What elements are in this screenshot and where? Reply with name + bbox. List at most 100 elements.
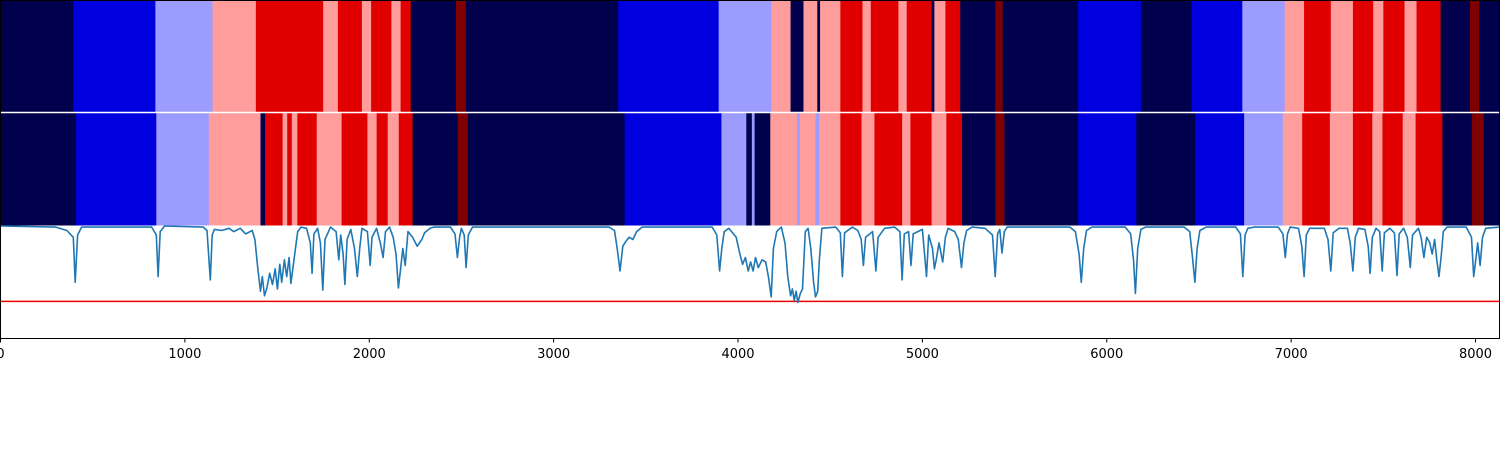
heatmap-cell [751,113,756,226]
heatmap-cell [455,0,467,112]
heatmap-cell [1469,0,1480,112]
heatmap-cell [618,0,720,112]
heatmap-cell [260,113,266,226]
heatmap-cell [1352,0,1374,112]
heatmap-cell [771,0,791,112]
heatmap-cell [376,113,389,226]
heatmap-cell [1284,0,1305,112]
heatmap-cell [337,0,363,112]
heatmap-cell [156,113,210,226]
heatmap-cell [410,0,457,112]
x-tick-label: 8000 [1459,347,1492,362]
heatmap-cell [391,0,402,112]
heatmap-cell [0,113,77,226]
x-tick-label: 6000 [1090,347,1123,362]
heatmap-cell [962,113,996,226]
heatmap-cell [367,113,378,226]
heatmap-cell [840,0,863,112]
heatmap-cell [155,0,213,112]
heatmap-cell [387,113,400,226]
heatmap-cell [1191,0,1243,112]
heatmap-cell [874,113,903,226]
heatmap-cell [1195,113,1245,226]
heatmap-cell [297,113,318,226]
heatmap-cell [790,0,804,112]
heatmap-cell [902,113,911,226]
series-line [0,225,1500,304]
heatmap-cell [906,0,933,112]
heatmap-cell [1002,0,1079,112]
heatmap-cell [1140,0,1192,112]
heatmap-cell [1329,113,1354,226]
heatmap-cell [870,0,899,112]
x-axis: 0 1000 2000 3000 4000 5000 6000 7000 8000 [0,338,1492,362]
heatmap-cell [797,113,801,226]
heatmap-cell [1244,113,1284,226]
heatmap-cell [1304,0,1332,112]
heatmap-cell [467,113,626,226]
heatmap-cell [1373,0,1384,112]
heatmap-cell [316,113,343,226]
heatmap-cell [466,0,619,112]
heatmap-cell [323,0,339,112]
heatmap-cell [212,0,257,112]
line-panel [0,225,1500,304]
heatmap-cell [803,0,818,112]
heatmap-cell [1004,113,1079,226]
heatmap-cell [898,0,908,112]
heatmap-cell [624,113,722,226]
heatmap-cell [412,113,459,226]
heatmap-cell [1440,0,1471,112]
heatmap-cell [1282,113,1303,226]
heatmap-cell [910,113,933,226]
heatmap-cell [1415,113,1443,226]
heatmap-cell [76,113,157,226]
heatmap-cell [1136,113,1196,226]
heatmap-cell [754,113,771,226]
x-tick-label: 4000 [721,347,754,362]
heatmap-track [0,113,1500,226]
heatmap-cell [371,0,392,112]
heatmap-cell [934,0,946,112]
heatmap-cell [73,0,156,112]
heatmap-cell [721,113,747,226]
heatmap-cell [946,113,963,226]
heatmap-cell [820,0,841,112]
heatmap-cell [945,0,961,112]
heatmap-cell [0,0,74,112]
x-tick-label: 0 [0,347,5,362]
heatmap-cell [1242,0,1286,112]
heatmap-cell [861,113,875,226]
x-tick-label: 5000 [906,347,939,362]
heatmap-cell [282,113,288,226]
heatmap-cell [799,113,816,226]
heatmap-cell [1078,0,1142,112]
heatmap-cell [815,113,820,226]
heatmap-cell [1352,113,1373,226]
heatmap-cell [995,113,1005,226]
heatmap-cell [457,113,469,226]
heatmap-cell [862,0,872,112]
heatmap-cell [1078,113,1137,226]
heatmap-cell [1372,113,1383,226]
x-tick-label: 3000 [537,347,570,362]
x-tick-label: 7000 [1275,347,1308,362]
heatmap-cell [960,0,996,112]
heatmap-tracks [0,0,1500,226]
heatmap-cell [746,113,753,226]
heatmap-cell [361,0,372,112]
heatmap-cell [931,0,935,112]
heatmap-cell [1416,0,1441,112]
heatmap-cell [817,0,821,112]
x-tick-label: 2000 [353,347,386,362]
heatmap-cell [208,113,261,226]
heatmap-cell [255,0,324,112]
heatmap-cell [1383,0,1405,112]
heatmap-cell [1382,113,1404,226]
heatmap-cell [400,0,412,112]
heatmap-cell [1402,113,1417,226]
heatmap-cell [341,113,368,226]
heatmap-cell [1302,113,1331,226]
x-tick-label: 1000 [168,347,201,362]
